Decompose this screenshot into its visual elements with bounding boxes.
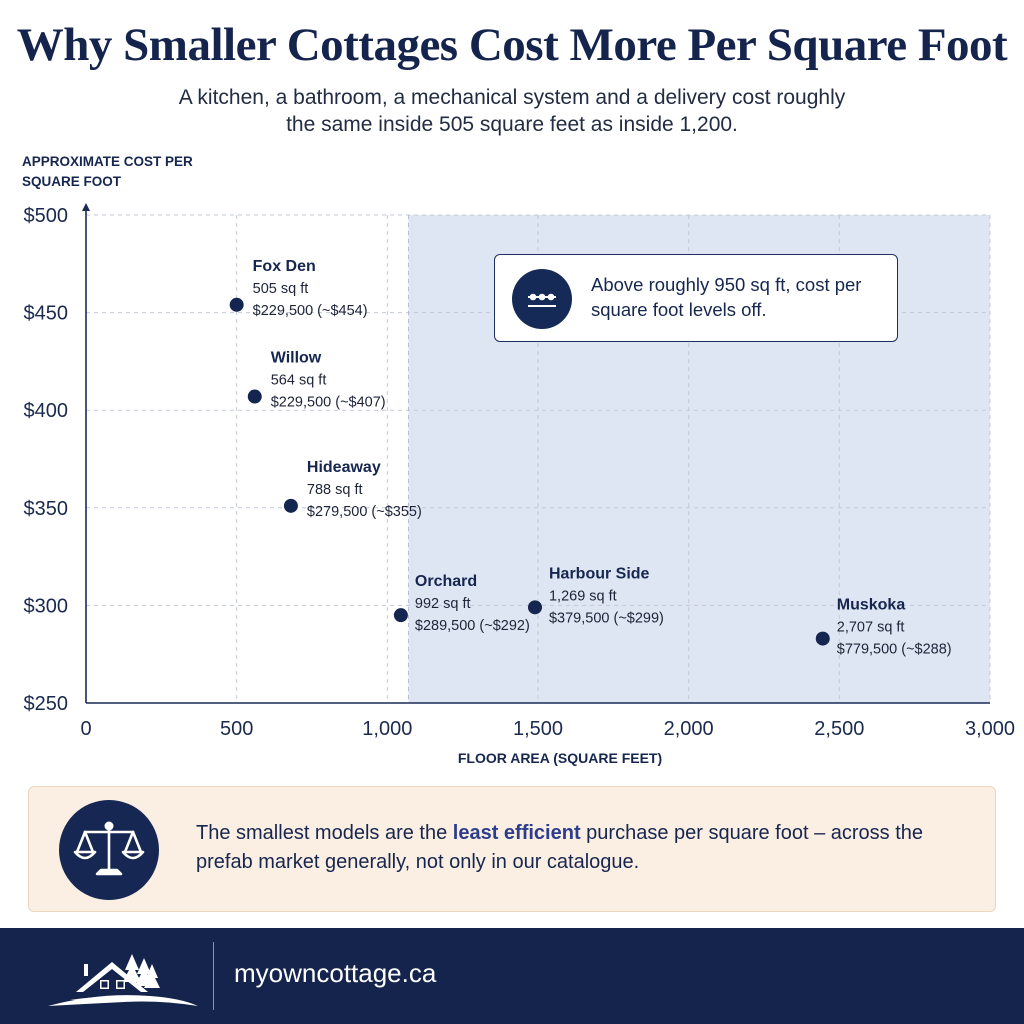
data-point [527, 600, 542, 615]
y-tick-label: $400 [24, 400, 69, 422]
point-price-label: $229,500 (~$454) [253, 303, 368, 319]
x-tick-label: 1,500 [513, 718, 563, 740]
x-tick-label: 1,000 [362, 718, 412, 740]
scatter-chart: $500 $450 $400 $350 $300 $250 0 500 1,000 1,500 2,… [24, 203, 1015, 740]
data-point [815, 631, 830, 646]
slider-icon [512, 269, 572, 329]
point-price-label: $779,500 (~$288) [837, 642, 952, 658]
point-price-label: $279,500 (~$355) [307, 504, 422, 520]
point-price-label: $229,500 (~$407) [271, 395, 386, 411]
data-point [247, 389, 262, 404]
callout-text: Above roughly 950 sq ft, cost per square… [591, 274, 862, 320]
insight-highlight: least efficient [452, 822, 581, 844]
point-name-label: Fox Den [253, 258, 316, 275]
data-point [393, 608, 408, 623]
point-area-label: 1,269 sq ft [549, 588, 617, 604]
callout-box: Above roughly 950 sq ft, cost per square… [494, 254, 898, 342]
point-area-label: 564 sq ft [271, 373, 327, 389]
y-axis-label: APPROXIMATE COST PER SQUARE FOOT [22, 154, 193, 189]
point-area-label: 788 sq ft [307, 482, 363, 498]
x-tick-label: 500 [220, 718, 253, 740]
point-name-label: Muskoka [837, 597, 906, 614]
x-tick-label: 2,000 [664, 718, 714, 740]
y-tick-label: $450 [24, 303, 69, 325]
cottage-logo-icon [40, 936, 205, 1016]
point-area-label: 2,707 sq ft [837, 620, 905, 636]
point-price-label: $289,500 (~$292) [415, 618, 530, 634]
insight-box: The smallest models are the least effici… [28, 786, 996, 912]
x-tick-label: 0 [80, 718, 91, 740]
insight-text-start: The smallest models are the [196, 822, 453, 844]
y-tick-label: $350 [24, 498, 69, 520]
scale-icon [59, 800, 159, 900]
page-title: Why Smaller Cottages Cost More Per Squar… [16, 19, 1008, 71]
footer-bar: myowncottage.ca [0, 928, 1024, 1024]
y-axis-arrow [82, 203, 90, 211]
point-area-label: 992 sq ft [415, 596, 471, 612]
x-tick-label: 3,000 [965, 718, 1015, 740]
y-tick-label: $250 [24, 693, 69, 715]
site-name: myowncottage.ca [234, 958, 437, 988]
y-tick-label: $300 [24, 595, 69, 617]
data-point [283, 498, 298, 513]
y-tick-label: $500 [24, 205, 69, 227]
point-price-label: $379,500 (~$299) [549, 610, 664, 626]
point-name-label: Willow [271, 350, 322, 367]
page-subtitle: A kitchen, a bathroom, a mechanical syst… [178, 86, 846, 136]
footer-divider [213, 942, 214, 1010]
point-name-label: Hideaway [307, 459, 381, 476]
insight-text-end: purchase per square foot – across the pr… [196, 822, 924, 873]
data-point [229, 297, 244, 312]
point-area-label: 505 sq ft [253, 281, 309, 297]
x-axis-label: FLOOR AREA (SQUARE FEET) [457, 750, 663, 766]
insight-text: The smallest models are the least effici… [196, 819, 976, 877]
x-tick-label: 2,500 [814, 718, 864, 740]
point-name-label: Harbour Side [549, 565, 650, 582]
point-name-label: Orchard [415, 573, 477, 590]
